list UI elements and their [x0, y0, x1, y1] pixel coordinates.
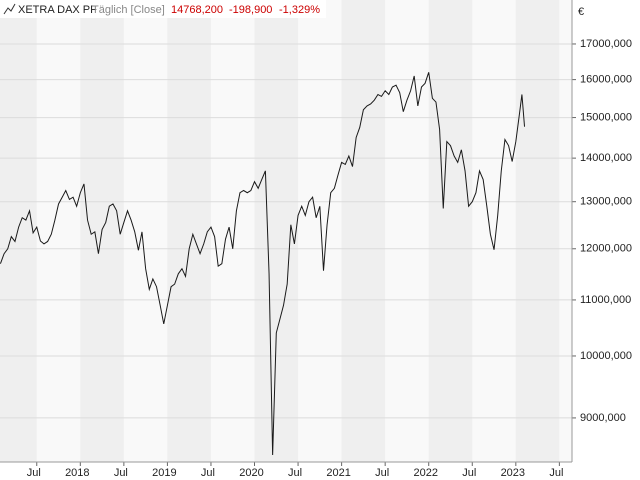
x-tick-label: Jul [27, 467, 41, 479]
band [298, 0, 342, 462]
x-tick-label: Jul [114, 467, 128, 479]
band [123, 0, 168, 462]
y-tick-label: 16000,000 [580, 74, 632, 86]
y-tick-label: 14000,000 [580, 152, 632, 164]
chart-icon [3, 3, 16, 15]
chart-subtitle: Täglich [Close] [92, 4, 165, 16]
y-tick-label: 15000,000 [580, 111, 632, 123]
band [167, 0, 211, 462]
x-tick-label: 2022 [413, 467, 437, 479]
band [36, 0, 81, 462]
y-tick-label: 12000,000 [580, 243, 632, 255]
band [385, 0, 429, 462]
y-tick-label: 10000,000 [580, 350, 632, 362]
x-tick-label: 2019 [152, 467, 176, 479]
change-percent: -1,329% [279, 4, 320, 16]
grid [0, 43, 572, 419]
header-background [0, 0, 326, 18]
y-tick-label: 17000,000 [580, 38, 632, 50]
band [559, 0, 572, 462]
bands [0, 0, 572, 462]
y-tick-label: 9000,000 [580, 412, 626, 424]
x-tick-label: Jul [375, 467, 389, 479]
y-tick-label: 11000,000 [580, 294, 631, 306]
chart-title: XETRA DAX PF [18, 4, 97, 16]
band [341, 0, 386, 462]
band [472, 0, 516, 462]
band [210, 0, 255, 462]
x-tick-label: Jul [462, 467, 476, 479]
x-tick-label: Jul [549, 467, 563, 479]
band [428, 0, 473, 462]
plot [0, 72, 526, 456]
x-tick-label: Jul [201, 467, 215, 479]
x-tick-label: 2021 [326, 467, 350, 479]
x-tick-label: 2018 [65, 467, 89, 479]
last-price: 14768,200 [171, 4, 223, 16]
y-tick-label: 13000,000 [580, 196, 632, 208]
x-tick-label: 2020 [239, 467, 263, 479]
x-tick-label: 2023 [501, 467, 525, 479]
price-line [0, 72, 526, 456]
x-tick-label: Jul [288, 467, 302, 479]
currency-label: € [578, 6, 584, 18]
band [515, 0, 560, 462]
band [0, 0, 37, 462]
change: -198,900 [229, 4, 272, 16]
